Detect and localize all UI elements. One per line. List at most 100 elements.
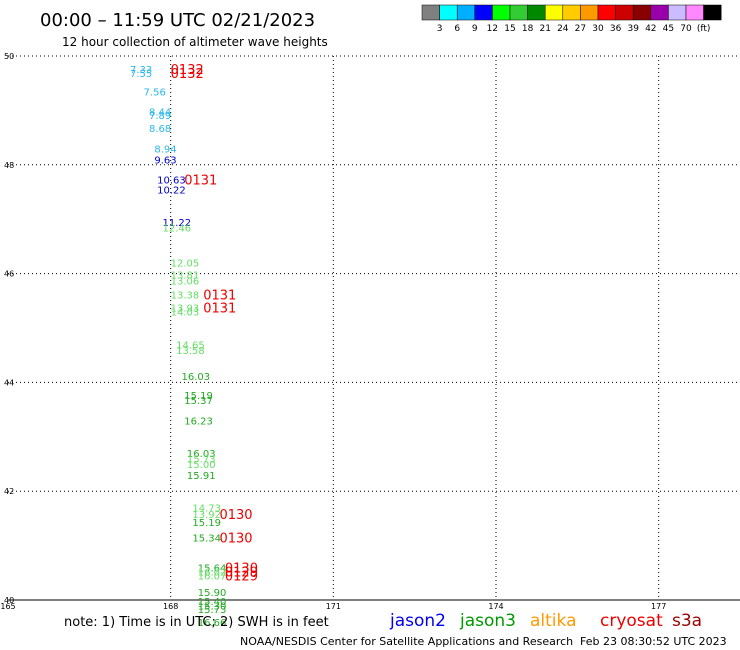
footer-credit: NOAA/NESDIS Center for Satellite Applica… — [240, 635, 573, 648]
satellite-legend: jason2 jason3 altika cryosat s3a — [389, 611, 702, 631]
wave-height-label: 10.63 — [157, 175, 186, 186]
color-swatch — [685, 4, 704, 21]
wave-height-label: 16.03 — [187, 449, 216, 460]
y-tick-label: 40 — [4, 596, 14, 605]
color-swatch — [632, 4, 652, 21]
legend-s3a: s3a — [672, 611, 702, 631]
wave-height-label: 13.92 — [192, 510, 221, 521]
wave-height-label: 10.22 — [157, 185, 186, 196]
legend-jason3: jason3 — [459, 611, 516, 631]
legend-altika: altika — [530, 611, 577, 631]
wave-height-label: 12.46 — [163, 223, 192, 234]
wave-height-label: 16.02 — [198, 568, 227, 579]
wave-height-label: 15.30 — [198, 601, 227, 612]
wave-height-label: 14.03 — [171, 308, 200, 319]
y-tick-label: 42 — [4, 487, 14, 496]
y-tick-label: 48 — [4, 161, 14, 170]
wave-height-label: 15.19 — [184, 391, 213, 402]
pass-label: 0132 — [171, 63, 204, 78]
wave-height-label: 15.19 — [192, 518, 221, 529]
wave-height-label: 16.07 — [198, 572, 227, 583]
wave-height-label: 8.68 — [149, 124, 171, 135]
y-tick-label: 46 — [4, 270, 14, 279]
color-scale-label: 42 — [645, 24, 656, 34]
pass-label: 0130 — [219, 531, 252, 546]
color-swatch — [509, 4, 528, 21]
chart-title: 00:00 – 11:59 UTC 02/21/2023 — [40, 10, 315, 31]
color-swatch — [580, 4, 599, 21]
color-scale-legend: 3 6 9 12 15 18 21 24 27 30 36 39 42 45 70 (ft) — [421, 4, 722, 34]
color-swatch — [562, 4, 581, 21]
pass-label: 0130 — [225, 561, 258, 576]
color-scale-label: 36 — [610, 24, 622, 34]
y-tick-label: 50 — [4, 52, 14, 61]
color-swatch — [615, 4, 634, 21]
x-tick-label: 168 — [163, 602, 178, 611]
chart-subtitle: 12 hour collection of altimeter wave hei… — [62, 35, 328, 49]
wave-height-label: 14.73 — [192, 504, 221, 515]
wave-height-label: 15.37 — [184, 396, 213, 407]
color-scale-label: 18 — [522, 24, 534, 34]
color-swatch — [492, 4, 511, 21]
color-swatch — [456, 4, 476, 21]
y-tick-label: 44 — [4, 378, 14, 387]
pass-labels: 0132013201310131013101300130013001290129… — [171, 63, 258, 584]
wave-height-label: 15.91 — [187, 471, 216, 482]
pass-label: 0132 — [171, 67, 204, 82]
wave-height-label: 13.93 — [171, 303, 200, 314]
color-scale-label: 6 — [454, 24, 460, 34]
wave-height-label: 16.03 — [182, 372, 211, 383]
color-scale-label: 3 — [437, 24, 443, 34]
color-scale-label: 70 — [680, 24, 692, 34]
color-scale-label: 21 — [539, 24, 550, 34]
x-tick-labels: 165 168 171 174 177 — [0, 602, 666, 611]
color-swatch — [650, 4, 669, 21]
color-swatch — [474, 4, 493, 21]
wave-height-label: 8.44 — [149, 107, 171, 118]
wave-height-label: 15.34 — [192, 533, 221, 544]
x-tick-label: 171 — [326, 602, 341, 611]
wave-height-label: 13.38 — [171, 290, 200, 301]
x-tick-label: 174 — [488, 602, 503, 611]
legend-cryosat: cryosat — [600, 611, 663, 631]
wave-height-label: 16.23 — [184, 416, 213, 427]
color-scale-label: 12 — [487, 24, 498, 34]
wave-height-label: 15.73 — [198, 605, 227, 616]
wave-height-label: 15.73 — [187, 455, 216, 466]
color-scale-label: 45 — [663, 24, 674, 34]
pass-label: 0131 — [184, 173, 217, 188]
color-scale-label: 15 — [504, 24, 515, 34]
color-swatch — [668, 4, 687, 21]
pass-label: 0131 — [203, 288, 236, 303]
color-swatch — [439, 4, 458, 21]
wave-height-label: 14.65 — [176, 340, 205, 351]
x-tick-label: 165 — [0, 602, 15, 611]
wave-height-label: 15.90 — [198, 588, 227, 599]
wave-height-label: 8.94 — [154, 144, 176, 155]
color-swatch — [703, 4, 722, 21]
pass-label: 0131 — [203, 301, 236, 316]
footer-timestamp: Feb 23 08:30:52 UTC 2023 — [580, 635, 727, 648]
wave-height-label: 12.05 — [171, 259, 200, 270]
color-scale-label: 24 — [557, 24, 569, 34]
wave-height-label: 13.81 — [171, 271, 200, 282]
wave-height-label: 13.58 — [176, 346, 205, 357]
wave-height-label: 15.00 — [187, 460, 216, 471]
pass-label: 0129 — [225, 566, 258, 581]
x-tick-label: 177 — [651, 602, 666, 611]
color-scale-label: 30 — [592, 24, 604, 34]
color-scale-label: 39 — [627, 24, 639, 34]
wave-height-label: 7.33 — [130, 65, 152, 76]
wave-height-label: 15.40 — [198, 597, 227, 608]
legend-jason2: jason2 — [389, 611, 446, 631]
wave-height-label: 13.06 — [171, 277, 200, 288]
wave-height-labels: 7.337.55 7.56 8.447.89 8.68 8.949.63 10.6310.… — [130, 65, 227, 629]
wave-height-label: 7.56 — [144, 87, 166, 98]
color-scale-label: (ft) — [697, 24, 711, 34]
wave-height-label: 15.64 — [198, 563, 227, 574]
wave-height-label: 7.89 — [149, 111, 171, 122]
color-swatch — [527, 4, 546, 21]
color-swatch — [421, 4, 440, 21]
wave-height-label: 9.63 — [154, 155, 176, 166]
